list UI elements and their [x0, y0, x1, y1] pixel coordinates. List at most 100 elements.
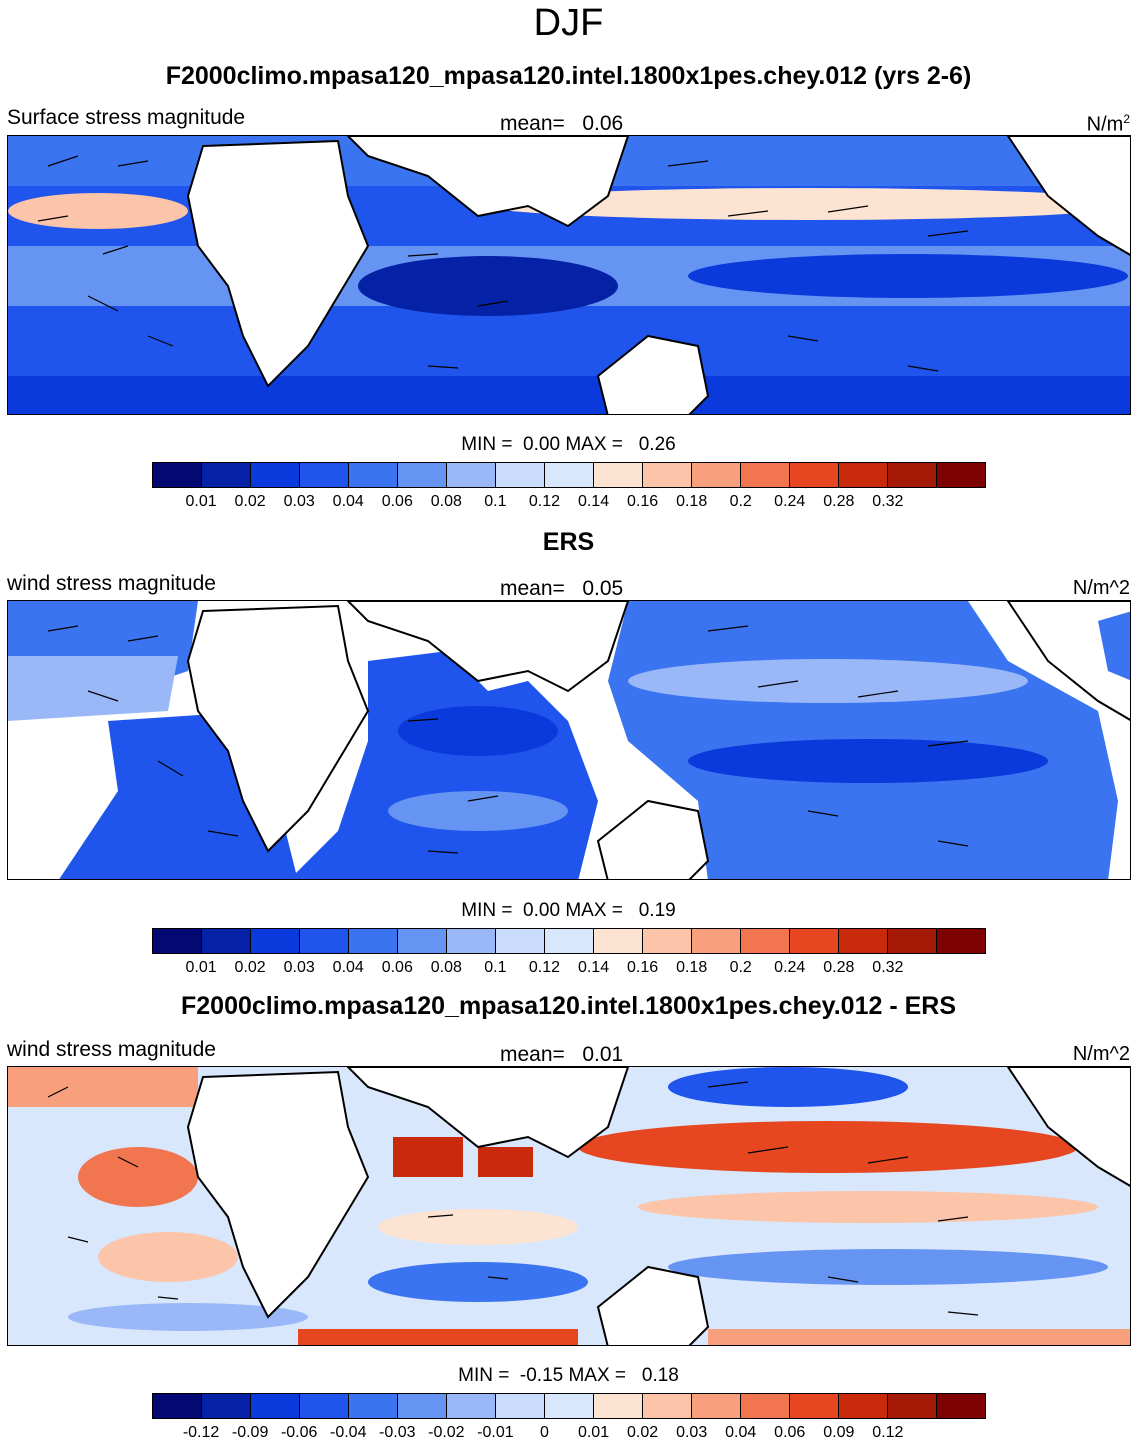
- panel-1-units-exponent: 2: [1123, 112, 1130, 126]
- panel-2-colorbar: [152, 928, 986, 954]
- colorbar-tick-label: 0.08: [430, 959, 462, 976]
- colorbar-swatch: [937, 1394, 985, 1418]
- colorbar-swatch: [251, 929, 300, 953]
- panel-1-mean-value: 0.06: [582, 112, 624, 135]
- colorbar-tick-label: 0.03: [676, 1424, 708, 1441]
- americas-coastline: [1006, 601, 1130, 721]
- colorbar-tick-label: 0.04: [332, 959, 364, 976]
- panel-1-colorbar-ticks: 0.01 0.02 0.03 0.04 0.06 0.08 0.1 0.12 0.14 0.16 0…: [152, 493, 986, 513]
- panel-3-variable-label: wind stress magnitude: [7, 1038, 216, 1061]
- colorbar-swatch: [153, 1394, 202, 1418]
- panel-1-map-svg: [8, 136, 1130, 414]
- australia-landmass: [596, 799, 710, 879]
- colorbar-swatch: [790, 1394, 839, 1418]
- panel-2-min-value: 0.00: [523, 900, 561, 921]
- indian-band-positive: [378, 1209, 578, 1245]
- pacific-equatorial-positive: [638, 1191, 1098, 1223]
- colorbar-tick-label: 0.06: [774, 1424, 806, 1441]
- colorbar-tick-label: 0.18: [676, 493, 708, 510]
- indian-south-field: [388, 791, 568, 831]
- colorbar-tick-label: 0.01: [185, 493, 217, 510]
- colorbar-tick-label: 0.06: [381, 493, 413, 510]
- arabian-sea-positive: [393, 1137, 463, 1177]
- panel-1-variable-label: Surface stress magnitude: [7, 106, 246, 129]
- colorbar-swatch: [251, 1394, 300, 1418]
- colorbar-tick-label: 0.12: [872, 1424, 904, 1441]
- indian-low-field: [398, 706, 558, 756]
- colorbar-tick-label: 0.12: [528, 959, 561, 976]
- colorbar-tick-label: 0.02: [234, 493, 266, 510]
- pacific-trade-positive: [578, 1121, 1078, 1173]
- equatorial-low-stress: [688, 254, 1128, 298]
- colorbar-swatch: [496, 463, 545, 487]
- colorbar-swatch: [839, 463, 888, 487]
- colorbar-swatch: [300, 929, 349, 953]
- colorbar-tick-label: 0.28: [823, 493, 855, 510]
- southern-indian-positive: [298, 1329, 578, 1345]
- panel-2-variable-label: wind stress magnitude: [7, 572, 216, 595]
- wind-vectors: [47, 625, 969, 854]
- panel-2-map-svg: [8, 601, 1130, 879]
- colorbar-swatch: [839, 929, 888, 953]
- americas-landmass: [1006, 1067, 1130, 1187]
- colorbar-swatch: [153, 929, 202, 953]
- colorbar-swatch: [594, 929, 643, 953]
- colorbar-tick-label: 0.02: [627, 1424, 659, 1441]
- colorbar-swatch: [839, 1394, 888, 1418]
- africa-landmass: [186, 1070, 370, 1319]
- colorbar-swatch: [545, 463, 594, 487]
- eurasia-landmass: [346, 601, 630, 693]
- south-atlantic-negative: [68, 1303, 308, 1331]
- colorbar-tick-label: -0.06: [280, 1424, 318, 1441]
- panel-2-max-value: 0.19: [638, 900, 676, 921]
- pacific-trade-band: [478, 188, 1130, 220]
- colorbar-tick-label: 0.03: [283, 959, 315, 976]
- colorbar-swatch: [251, 463, 300, 487]
- colorbar-swatch: [741, 929, 790, 953]
- panel-1-units-base: N/m: [1086, 113, 1124, 136]
- colorbar-swatch: [937, 929, 985, 953]
- colorbar-tick-label: 0.02: [234, 959, 266, 976]
- panel-1-units: N/m2: [1087, 112, 1130, 137]
- americas-landmass: [1006, 136, 1130, 256]
- colorbar-swatch: [349, 1394, 398, 1418]
- colorbar-swatch: [937, 463, 985, 487]
- colorbar-tick-label: 0.24: [774, 493, 806, 510]
- colorbar-swatch: [643, 929, 692, 953]
- australia-landmass: [596, 1265, 710, 1345]
- panel-2-minmax: MIN = 0.00 MAX = 0.19: [0, 900, 1137, 922]
- colorbar-swatch: [545, 1394, 594, 1418]
- colorbar-tick-label: 0.2: [729, 493, 752, 510]
- panel-3-max-value: 0.18: [641, 1365, 679, 1386]
- colorbar-swatch: [692, 463, 741, 487]
- panel-1-minmax: MIN = 0.00 MAX = 0.26: [0, 434, 1137, 456]
- panel-2-max-label: MAX =: [565, 900, 623, 921]
- colorbar-tick-label: 0.01: [577, 1424, 610, 1441]
- colorbar-swatch: [741, 1394, 790, 1418]
- panel-1-max-label: MAX =: [565, 434, 623, 455]
- panel-3-mean-label: mean=: [500, 1043, 565, 1066]
- colorbar-swatch: [300, 463, 349, 487]
- colorbar-tick-label: 0.32: [872, 959, 904, 976]
- africa-landmass: [186, 604, 370, 853]
- colorbar-swatch: [741, 463, 790, 487]
- panel-3-min-label: MIN =: [458, 1365, 510, 1386]
- atlantic-trade-field: [8, 656, 178, 721]
- colorbar-tick-label: 0.14: [577, 959, 610, 976]
- eurasia-landmass: [346, 136, 630, 228]
- colorbar-tick-label: 0.28: [823, 959, 855, 976]
- panel-2-map: [7, 600, 1131, 880]
- panel-3-units: N/m^2: [1072, 1043, 1130, 1065]
- panel-3-minmax: MIN = -0.15 MAX = 0.18: [0, 1365, 1137, 1387]
- north-pacific-negative: [668, 1067, 908, 1107]
- bay-of-bengal-positive: [478, 1147, 533, 1177]
- south-pacific-negative: [668, 1249, 1108, 1285]
- colorbar-tick-label: 0.01: [185, 959, 217, 976]
- figure-title: DJF: [533, 2, 604, 44]
- panel-1-heading: F2000climo.mpasa120_mpasa120.intel.1800x…: [165, 62, 972, 90]
- panel-2-mean-label: mean=: [500, 577, 565, 600]
- southern-ocean-band: [8, 376, 1130, 414]
- colorbar-tick-label: 0.1: [484, 493, 507, 510]
- colorbar-tick-label: 0.24: [774, 959, 806, 976]
- colorbar-swatch: [496, 929, 545, 953]
